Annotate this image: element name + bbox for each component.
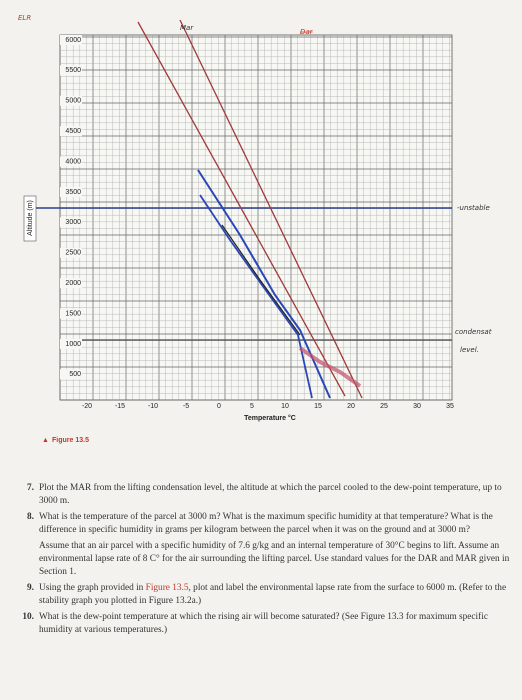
- y-tick-label: 3000: [65, 219, 81, 226]
- tick-label-bg: [343, 402, 359, 411]
- y-tick-label: 5500: [65, 67, 81, 74]
- question: 8. What is the temperature of the parcel …: [14, 511, 510, 536]
- question-text: What is the dew-point temperature at whi…: [39, 612, 488, 635]
- x-tick-label: 20: [347, 403, 355, 410]
- question-number: 9.: [27, 583, 34, 594]
- x-tick-label: -5: [183, 403, 189, 410]
- handwritten-label: ELR: [18, 14, 31, 22]
- handwritten-label: level.: [460, 346, 479, 354]
- dar-line: [179, 19, 363, 399]
- caption-marker: ▲: [42, 437, 49, 444]
- x-tick-label: 0: [217, 403, 221, 410]
- question-number: 8.: [27, 512, 34, 523]
- x-tick-label: 35: [446, 403, 454, 410]
- y-tick-label: 4000: [65, 158, 81, 165]
- question-number: 10.: [22, 612, 34, 623]
- assumption: Assume that an air parcel with a specifi…: [39, 541, 510, 577]
- x-tick-label: 10: [281, 403, 289, 410]
- tick-label-bg: [60, 369, 82, 380]
- y-tick-label: 4500: [65, 128, 81, 135]
- x-tick-label: 15: [314, 403, 322, 410]
- grid: [59, 34, 453, 401]
- tick-label-bg: [442, 402, 458, 411]
- question-text: Using the graph provided in Figure 13.5,…: [39, 582, 510, 607]
- tick-label-bg: [60, 247, 82, 258]
- x-tick-label: 30: [413, 403, 421, 410]
- caption: Figure 13.5: [52, 437, 89, 444]
- y-axis-title: Altitude (m): [27, 200, 34, 236]
- tick-label-bg: [60, 217, 82, 228]
- tick-label-bg: [244, 402, 260, 411]
- y-tick-label: 5000: [65, 98, 81, 105]
- tick-label-bg: [60, 126, 82, 137]
- question: 7. Plot the MAR from the lifting condensa…: [14, 482, 510, 507]
- question-text: What is the temperature of the parcel at…: [39, 512, 493, 535]
- figure: Altitude (m) Temperature °C ▲ Figure 13.…: [18, 14, 492, 444]
- elr-line: [137, 21, 346, 397]
- tick-label-bg: [60, 95, 82, 106]
- tick-label-bg: [60, 187, 82, 197]
- tick-label-bg: [277, 402, 293, 411]
- x-tick-label: 25: [380, 403, 388, 410]
- y-tick-label: 3500: [65, 189, 81, 196]
- tick-label-bg: [376, 402, 392, 411]
- handwritten-label: Dar: [300, 28, 314, 36]
- questions: 7. Plot the MAR from the lifting condensa…: [14, 482, 510, 641]
- figure-ref: Figure 13.5: [145, 583, 189, 594]
- tick-label-bg: [60, 278, 82, 289]
- blue-line: [199, 194, 313, 399]
- y-tick-label: 1500: [65, 310, 81, 317]
- scribble: [298, 346, 362, 388]
- handwritten-label: -unstable: [457, 204, 490, 212]
- handwritten-label: condensat: [455, 328, 492, 336]
- question-number: 7.: [27, 483, 34, 493]
- tick-label-bg: [112, 402, 128, 411]
- tick-label-bg: [211, 402, 227, 411]
- text: , plot and label the environmental lapse…: [39, 583, 507, 606]
- tick-label-bg: [310, 402, 326, 411]
- question: 10. What is the dew-point temperature at …: [14, 611, 510, 636]
- x-tick-label: 5: [250, 403, 254, 410]
- tick-label-bg: [60, 35, 82, 45]
- question-text: Plot the MAR from the lifting condensati…: [39, 483, 502, 506]
- question: 9. Using the graph provided in Figure 13.…: [14, 582, 510, 607]
- x-tick-label: -20: [82, 403, 92, 410]
- handwritten-label: Mar: [180, 24, 194, 32]
- plot-area: [59, 34, 453, 401]
- tick-label-bg: [178, 402, 194, 411]
- y-tick-label: 2000: [65, 280, 81, 287]
- x-tick-label: -10: [148, 403, 158, 410]
- tick-label-bg: [60, 156, 82, 167]
- axis-title-box: [23, 195, 37, 242]
- x-axis-title: Temperature °C: [244, 414, 296, 422]
- tick-label-bg: [60, 65, 82, 76]
- x-tick-label: -15: [115, 403, 125, 410]
- tick-label-bg: [409, 402, 425, 411]
- black-line: [221, 224, 301, 336]
- tick-label-bg: [145, 402, 161, 411]
- y-tick-label: 2500: [65, 250, 81, 257]
- tick-label-bg: [60, 339, 82, 349]
- tick-label-bg: [60, 308, 82, 319]
- tick-label-bg: [79, 402, 95, 411]
- y-tick-label: 6000: [65, 37, 81, 44]
- y-tick-label: 1000: [65, 341, 81, 348]
- text: Using the graph provided in: [39, 583, 144, 594]
- y-tick-label: 500: [69, 371, 81, 378]
